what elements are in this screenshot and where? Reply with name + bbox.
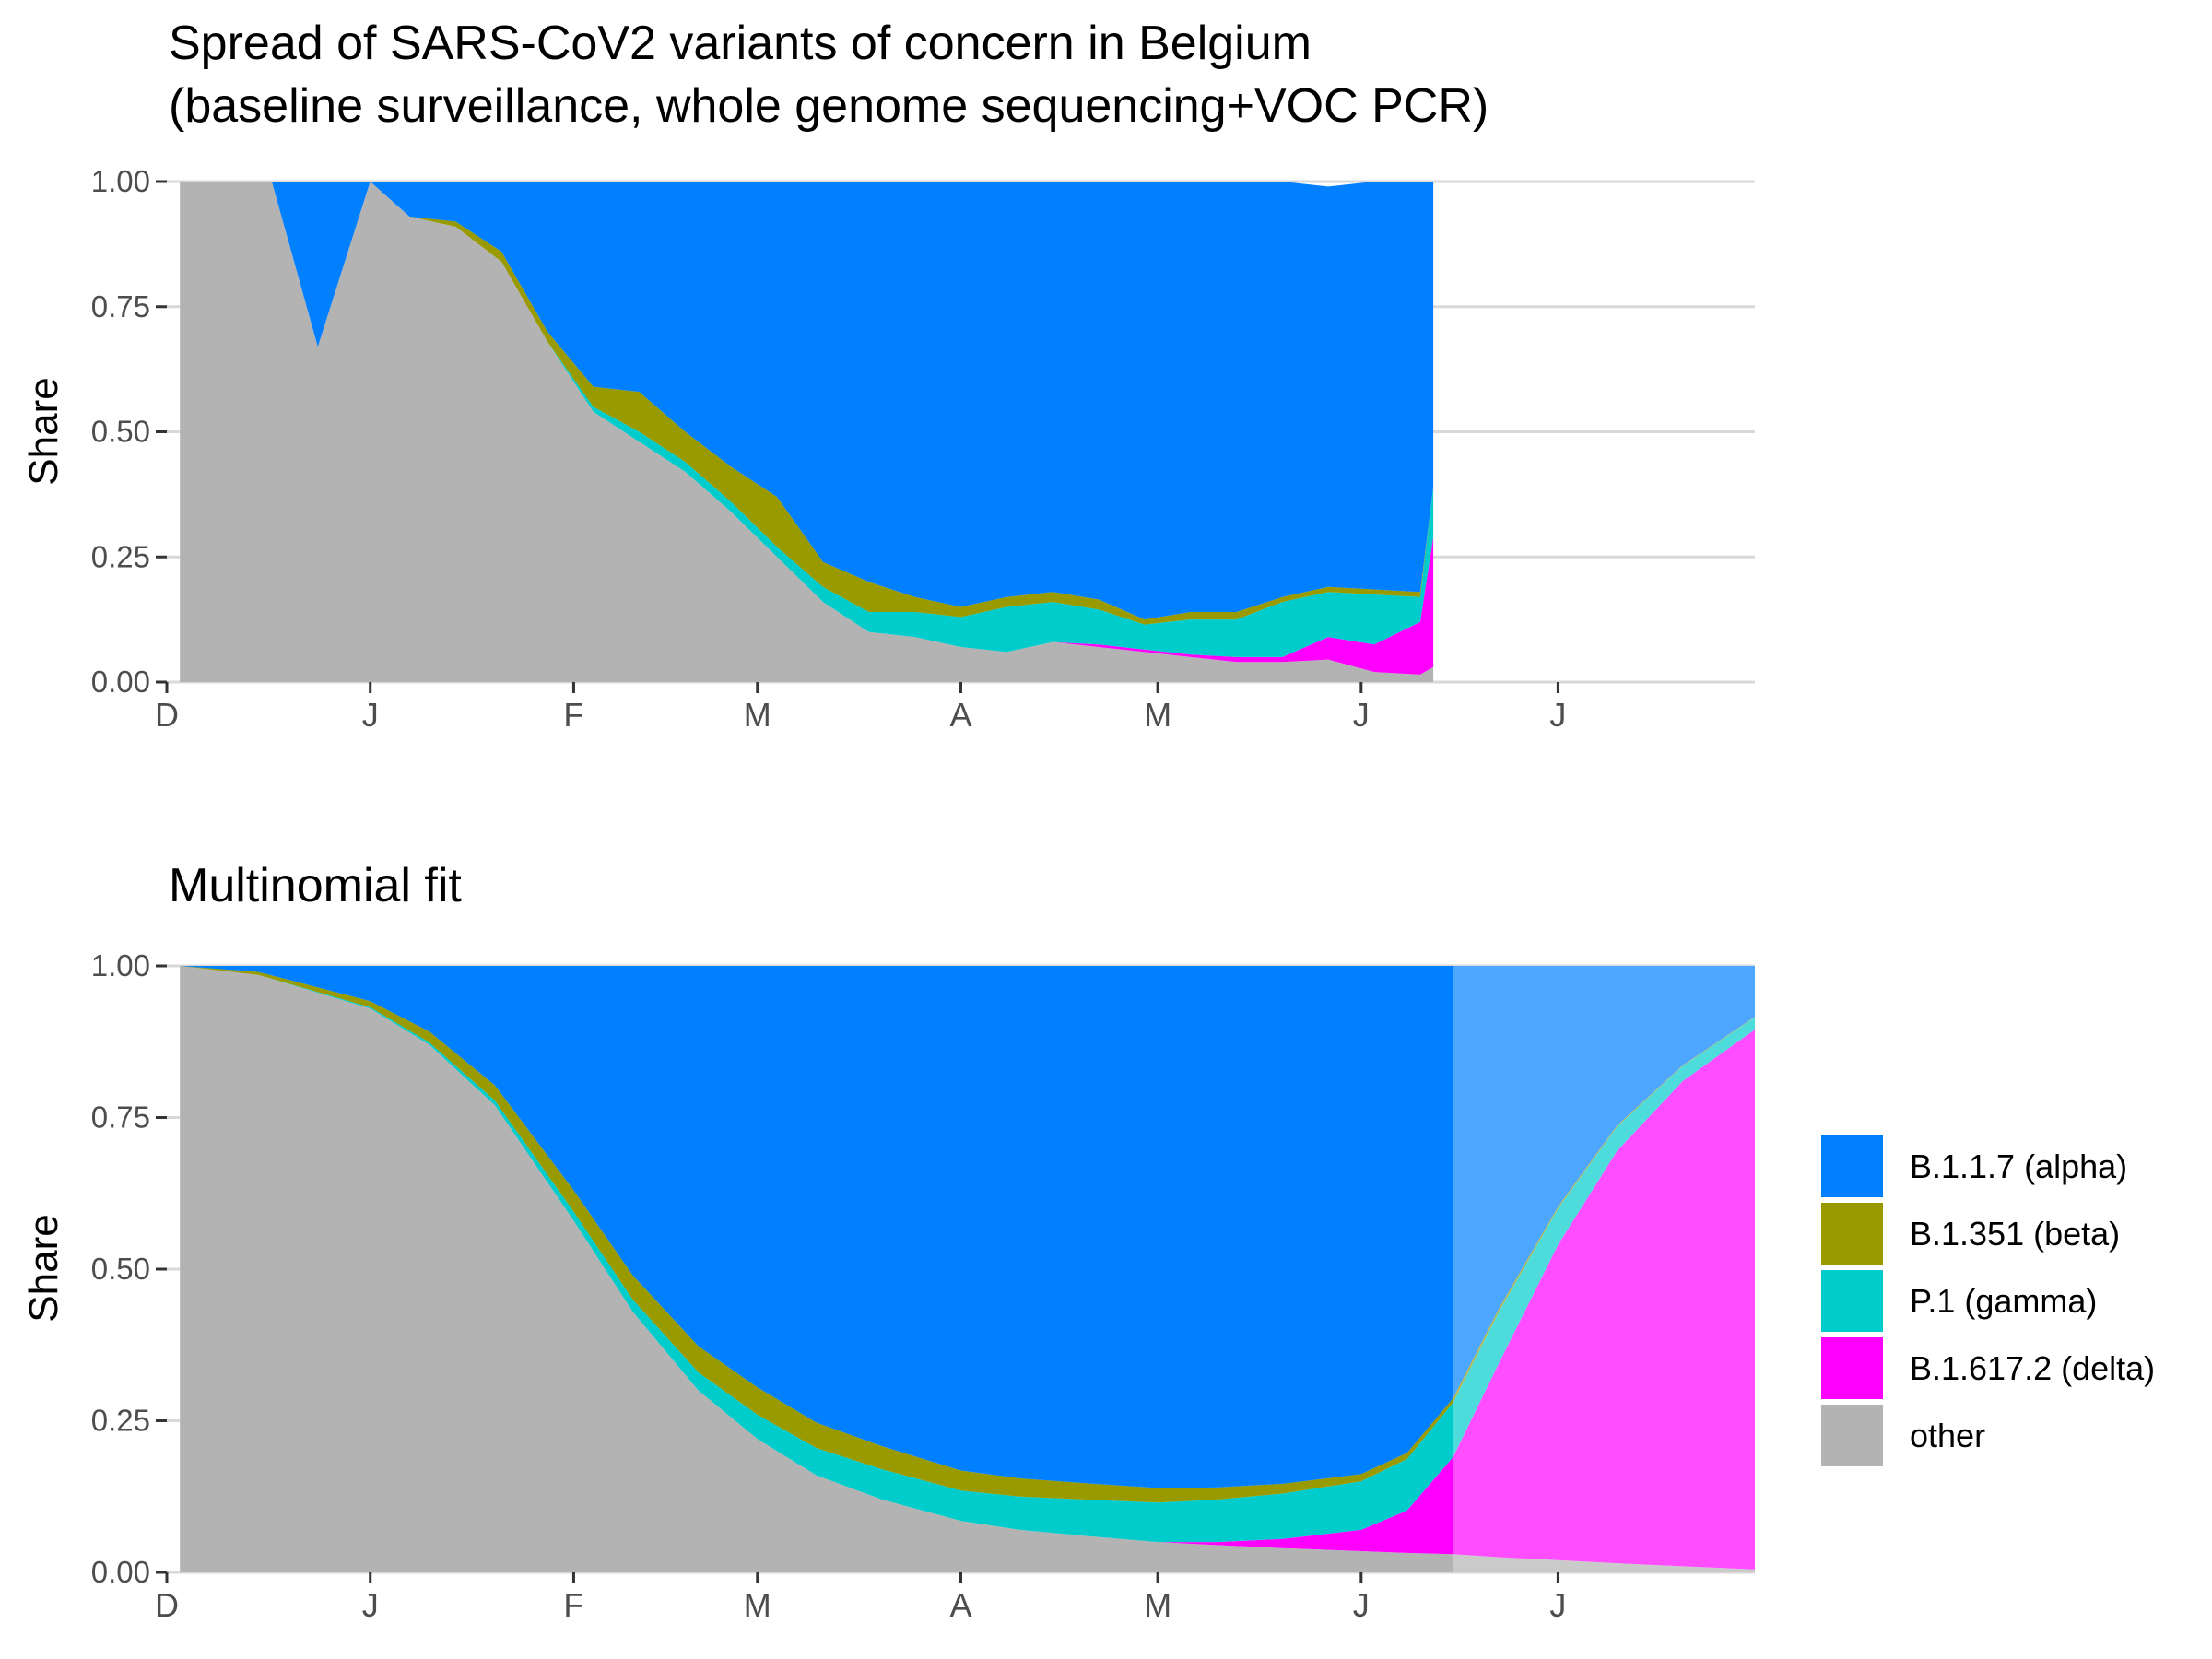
x-tick-label: F xyxy=(563,696,583,734)
area-b-1-1-7-alpha xyxy=(180,966,1756,1488)
legend-swatch-beta xyxy=(1821,1203,1883,1265)
x-tick-label: M xyxy=(744,696,771,734)
y-tick-label: 0.50 xyxy=(91,415,150,449)
x-tick-label: J xyxy=(1549,696,1566,734)
x-tick-label: A xyxy=(949,1586,971,1624)
x-tick-label: J xyxy=(1549,1586,1566,1624)
legend: B.1.1.7 (alpha) B.1.351 (beta) P.1 (gamma)… xyxy=(1821,1135,2155,1466)
x-tick-label: J xyxy=(1353,696,1370,734)
legend-swatch-other xyxy=(1821,1405,1883,1466)
x-tick-label: F xyxy=(563,1586,583,1624)
y-axis-label-bottom: Share xyxy=(21,1214,66,1322)
y-tick-label: 0.50 xyxy=(91,1252,150,1286)
x-tick-label: M xyxy=(1144,1586,1171,1624)
legend-swatch-gamma xyxy=(1821,1270,1883,1332)
legend-label-gamma: P.1 (gamma) xyxy=(1910,1282,2097,1320)
x-tick-label: D xyxy=(155,696,179,734)
area-other xyxy=(180,182,1434,682)
x-tick-label: M xyxy=(744,1586,771,1624)
legend-swatch-delta xyxy=(1821,1337,1883,1399)
x-tick-label: J xyxy=(362,1586,379,1624)
panel-bottom: 0.00 0.25 0.50 0.75 1.00 D J F M A M J J xyxy=(91,948,1756,1624)
legend-swatch-alpha xyxy=(1821,1135,1883,1197)
y-tick-label: 0.00 xyxy=(91,1555,150,1589)
area-p-1-gamma xyxy=(180,182,1434,657)
x-tick-label: A xyxy=(949,696,971,734)
legend-label-other: other xyxy=(1910,1417,1985,1454)
x-tick-label: J xyxy=(362,696,379,734)
area-b-1-617-2-delta xyxy=(180,966,1756,1570)
y-tick-label: 0.00 xyxy=(91,665,150,699)
chart-title-line1: Spread of SARS-CoV2 variants of concern … xyxy=(169,17,1312,70)
projection-shade xyxy=(1453,966,1755,1572)
legend-label-beta: B.1.351 (beta) xyxy=(1910,1215,2120,1253)
panel-top: 0.00 0.25 0.50 0.75 1.00 D J F M A M J J xyxy=(91,164,1755,734)
y-tick-label: 1.00 xyxy=(91,948,150,982)
y-tick-label: 1.00 xyxy=(91,164,150,198)
legend-label-delta: B.1.617.2 (delta) xyxy=(1910,1349,2155,1387)
area-b-1-1-7-alpha xyxy=(180,182,1434,620)
y-tick-label: 0.75 xyxy=(91,1100,150,1135)
x-tick-label: D xyxy=(155,1586,179,1624)
y-tick-label: 0.25 xyxy=(91,539,150,573)
y-axis-label-top: Share xyxy=(21,377,66,485)
x-tick-label: J xyxy=(1353,1586,1370,1624)
legend-label-alpha: B.1.1.7 (alpha) xyxy=(1910,1147,2127,1185)
area-other xyxy=(180,966,1756,1572)
y-tick-label: 0.75 xyxy=(91,289,150,324)
y-tick-label: 0.25 xyxy=(91,1404,150,1438)
x-tick-label: M xyxy=(1144,696,1171,734)
chart-title-line2: (baseline surveillance, whole genome seq… xyxy=(169,79,1488,133)
fit-title: Multinomial fit xyxy=(169,859,462,912)
